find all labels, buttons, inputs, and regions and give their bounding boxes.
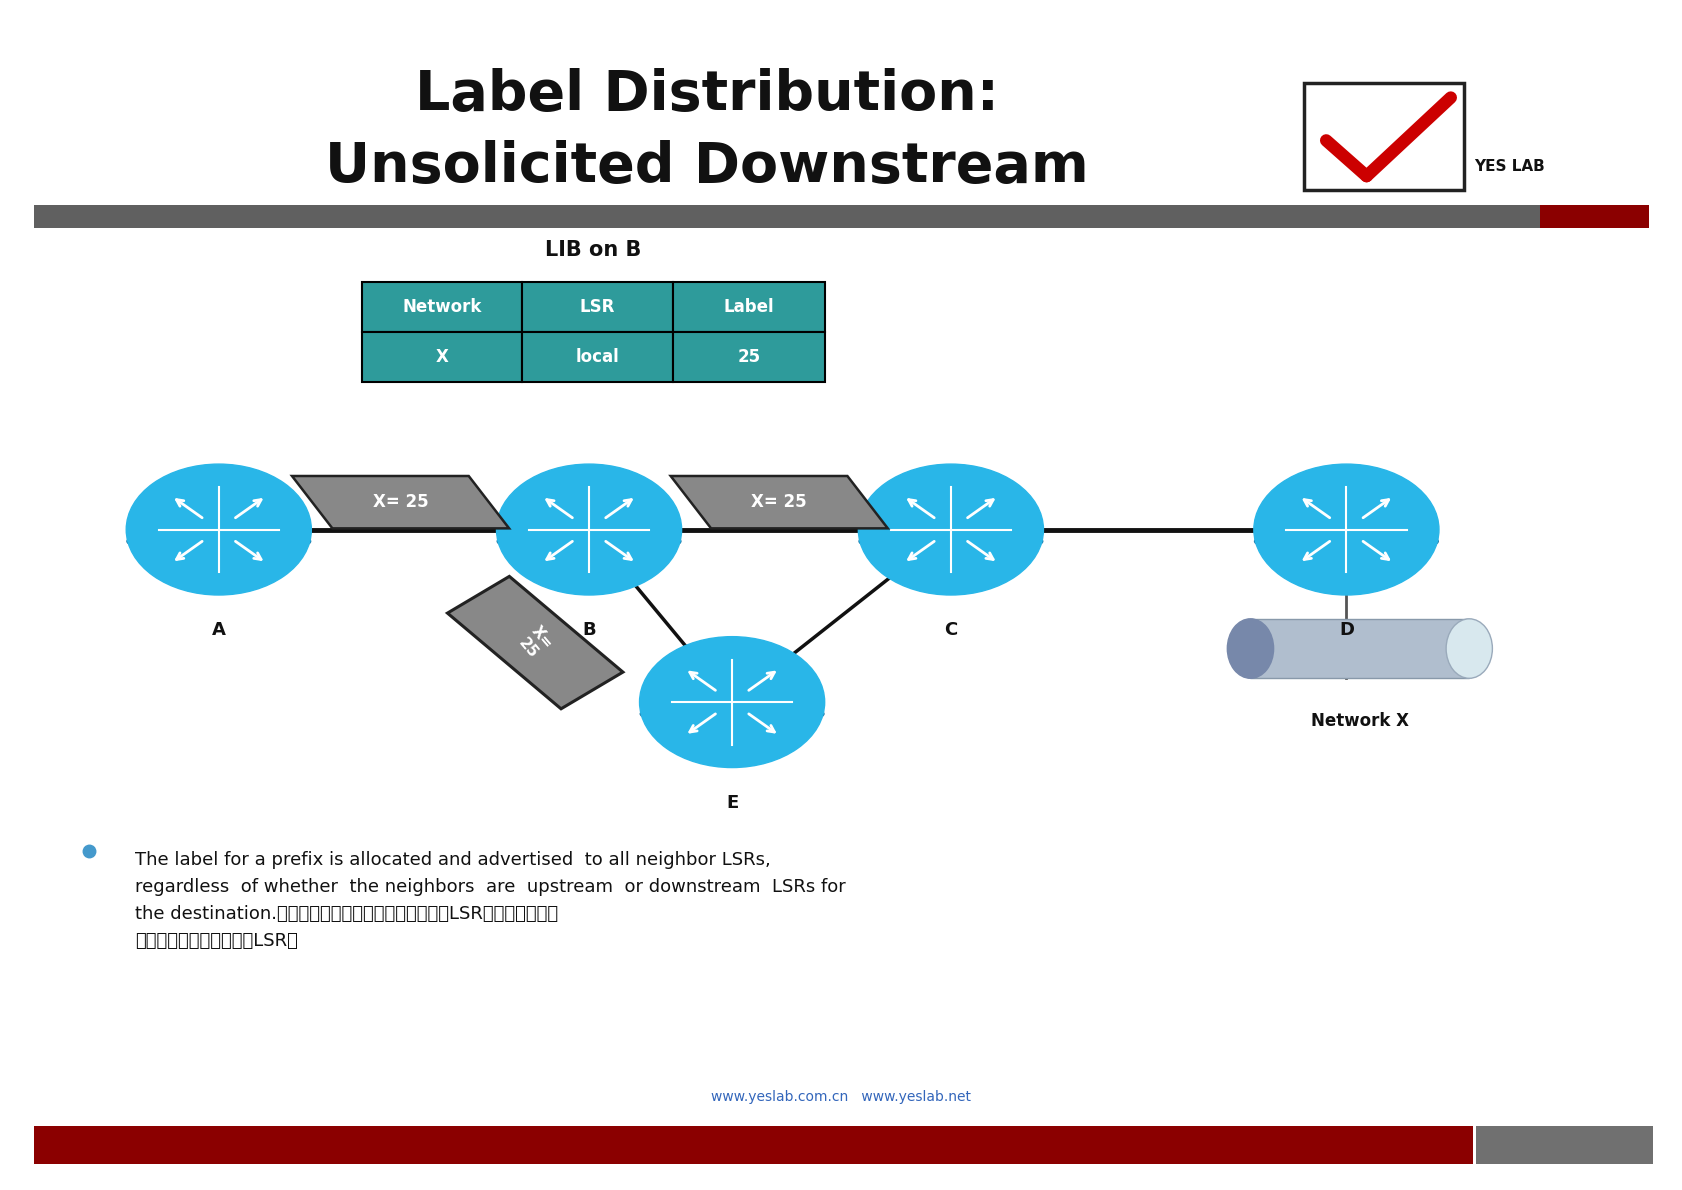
- FancyBboxPatch shape: [362, 332, 521, 382]
- FancyBboxPatch shape: [362, 282, 521, 332]
- Ellipse shape: [858, 527, 1043, 556]
- Text: X=
25: X= 25: [515, 622, 555, 663]
- Ellipse shape: [1226, 619, 1273, 678]
- Text: LSR: LSR: [579, 298, 616, 317]
- Ellipse shape: [496, 527, 681, 556]
- Text: LIB on B: LIB on B: [545, 240, 641, 259]
- Text: www.yeslab.com.cn   www.yeslab.net: www.yeslab.com.cn www.yeslab.net: [711, 1090, 971, 1104]
- FancyBboxPatch shape: [673, 282, 824, 332]
- Text: 25: 25: [737, 347, 760, 367]
- Text: X= 25: X= 25: [372, 493, 429, 512]
- Text: X= 25: X= 25: [750, 493, 807, 512]
- Circle shape: [639, 637, 824, 768]
- FancyBboxPatch shape: [1304, 83, 1463, 190]
- Text: local: local: [575, 347, 619, 367]
- Text: Network X: Network X: [1310, 712, 1408, 729]
- Circle shape: [126, 464, 311, 595]
- Polygon shape: [447, 576, 622, 709]
- Text: B: B: [582, 621, 595, 639]
- Text: A: A: [212, 621, 225, 639]
- Text: X: X: [436, 347, 447, 367]
- Polygon shape: [669, 476, 888, 528]
- FancyBboxPatch shape: [34, 1126, 1472, 1164]
- Polygon shape: [291, 476, 508, 528]
- Text: Network: Network: [402, 298, 481, 317]
- Circle shape: [858, 464, 1043, 595]
- Ellipse shape: [1445, 619, 1492, 678]
- Text: Label Distribution:: Label Distribution:: [415, 68, 997, 123]
- Text: E: E: [725, 794, 738, 812]
- Circle shape: [1253, 464, 1438, 595]
- FancyBboxPatch shape: [34, 205, 1539, 228]
- Ellipse shape: [1253, 527, 1438, 556]
- Ellipse shape: [639, 700, 824, 728]
- FancyBboxPatch shape: [1539, 205, 1648, 228]
- Text: D: D: [1339, 621, 1352, 639]
- FancyBboxPatch shape: [1475, 1126, 1652, 1164]
- Text: YES LAB: YES LAB: [1473, 159, 1544, 174]
- Text: Label: Label: [723, 298, 774, 317]
- Text: Unsolicited Downstream: Unsolicited Downstream: [325, 139, 1088, 194]
- Text: The label for a prefix is allocated and advertised  to all neighbor LSRs,
regard: The label for a prefix is allocated and …: [135, 851, 844, 950]
- Text: C: C: [944, 621, 957, 639]
- FancyBboxPatch shape: [521, 332, 673, 382]
- FancyBboxPatch shape: [673, 332, 824, 382]
- FancyBboxPatch shape: [521, 282, 673, 332]
- Ellipse shape: [126, 527, 311, 556]
- Circle shape: [496, 464, 681, 595]
- FancyBboxPatch shape: [1250, 619, 1468, 678]
